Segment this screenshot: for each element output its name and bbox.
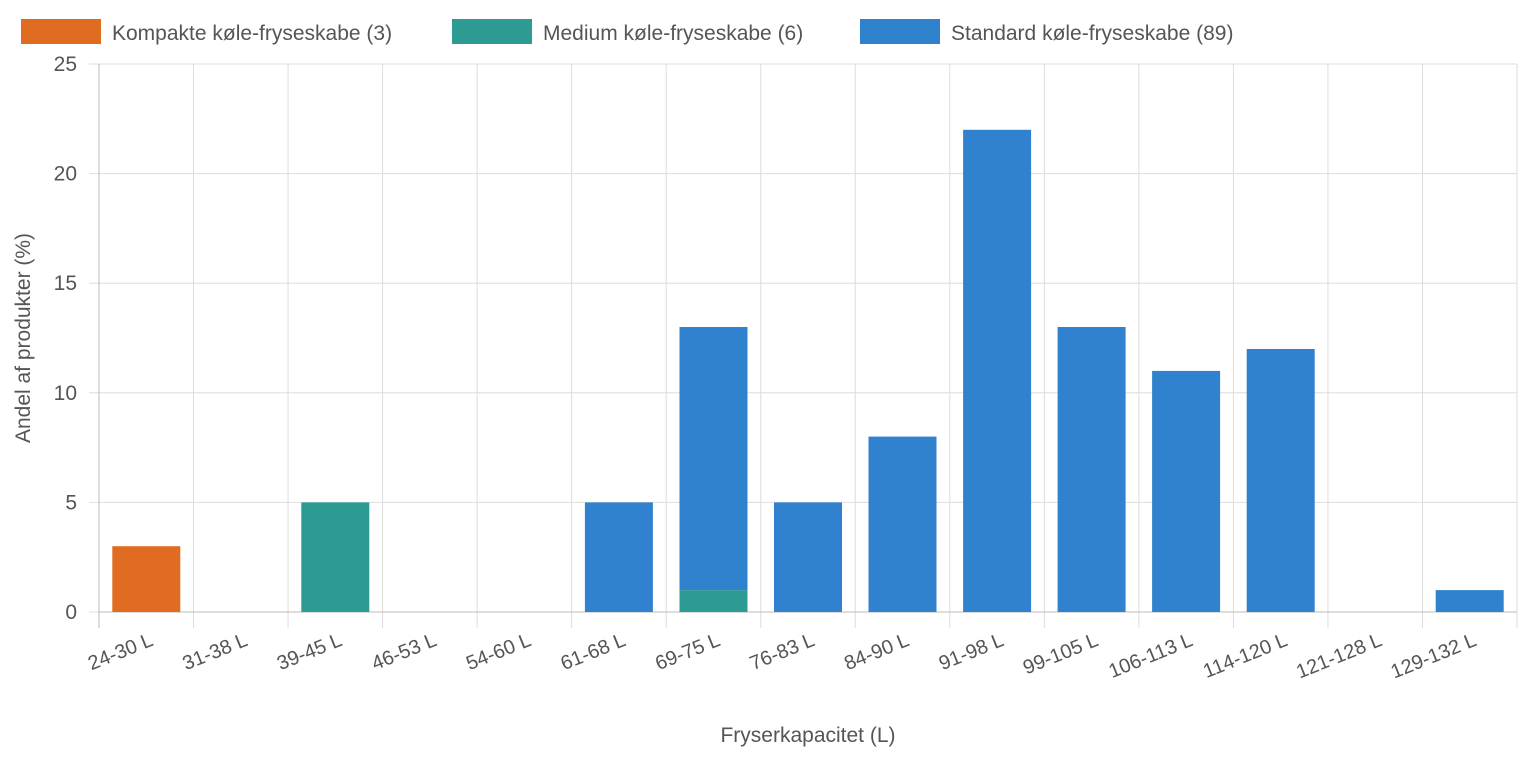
bar[interactable] [301,502,370,612]
bar[interactable] [963,129,1032,613]
bar[interactable] [1057,327,1126,612]
bar[interactable] [774,502,842,612]
bar[interactable] [679,327,748,590]
legend-swatch[interactable] [860,19,940,44]
x-tick-label: 69-75 L [652,629,723,675]
x-tick-label: 76-83 L [747,629,818,675]
x-tick-label: 121-128 L [1293,629,1385,683]
x-axis-ticks: 24-30 L 31-38 L 39-45 L 46-53 L 54-60 L 61-68… [85,629,1480,683]
legend-swatch[interactable] [452,19,532,44]
x-axis-title: Fryserkapacitet (L) [720,724,895,747]
bar[interactable] [679,590,748,612]
y-axis-title: Andel af produkter (%) [12,233,35,443]
bar[interactable] [1152,370,1221,612]
y-axis-ticks: 0 5 10 15 20 25 [54,53,77,624]
bar[interactable] [112,546,181,612]
legend-label[interactable]: Medium køle-fryseskabe (6) [543,22,803,45]
x-tick-label: 99-105 L [1020,629,1101,679]
legend: Kompakte køle-fryseskabe (3) Medium køle-… [21,19,1233,45]
x-tick-label: 39-45 L [274,629,345,675]
y-tick-label: 5 [65,491,77,514]
legend-label[interactable]: Kompakte køle-fryseskabe (3) [112,22,392,45]
legend-label[interactable]: Standard køle-fryseskabe (89) [951,22,1233,45]
y-tick-label: 10 [54,382,77,405]
legend-swatch[interactable] [21,19,101,44]
x-tick-label: 31-38 L [180,629,251,675]
x-tick-label: 54-60 L [463,629,534,675]
x-tick-label: 114-120 L [1200,629,1290,683]
y-tick-label: 25 [54,53,77,76]
y-tick-label: 20 [54,163,77,186]
bar[interactable] [868,436,937,612]
x-tick-label: 84-90 L [841,629,912,675]
x-tick-label: 106-113 L [1106,629,1196,683]
bar[interactable] [584,502,653,612]
y-tick-label: 0 [65,601,77,624]
x-tick-label: 129-132 L [1388,629,1480,683]
x-tick-label: 61-68 L [558,629,629,675]
bar[interactable] [1246,349,1315,612]
bar[interactable] [1435,590,1504,612]
y-tick-label: 15 [54,272,77,295]
bars [112,129,1504,613]
x-tick-label: 46-53 L [369,629,440,675]
x-tick-label: 24-30 L [85,629,156,675]
x-tick-label: 91-98 L [936,629,1007,675]
